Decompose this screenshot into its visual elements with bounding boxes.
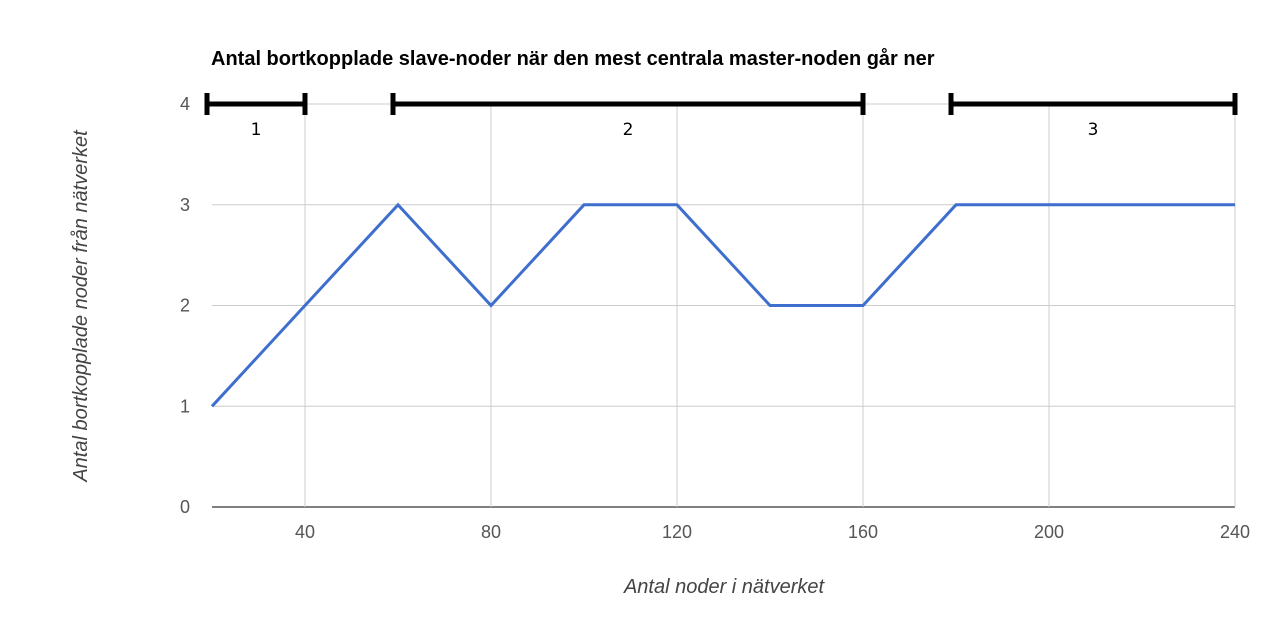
range-annotations: 1 2 3 bbox=[204, 93, 1238, 140]
x-tick-label: 120 bbox=[662, 522, 692, 542]
y-tick-label: 0 bbox=[180, 497, 190, 517]
grid-lines bbox=[212, 103, 1236, 508]
y-axis-title: Antal bortkopplade noder från nätverket bbox=[70, 129, 92, 483]
range-bracket: 2 bbox=[390, 93, 866, 140]
x-tick-label: 160 bbox=[848, 522, 878, 542]
y-tick-label: 2 bbox=[180, 296, 190, 316]
y-tick-label: 1 bbox=[180, 396, 190, 416]
y-tick-label: 4 bbox=[180, 94, 190, 114]
range-bracket: 1 bbox=[204, 93, 308, 140]
range-bracket: 3 bbox=[948, 93, 1238, 140]
x-tick-label: 40 bbox=[295, 522, 315, 542]
series-line bbox=[210, 202, 1235, 408]
x-tick-label: 200 bbox=[1034, 522, 1064, 542]
tick-labels: 0 1 2 3 4 40 80 120 160 200 240 bbox=[180, 94, 1250, 542]
x-axis-title: Antal noder i nätverket bbox=[623, 576, 826, 598]
range-bracket-label: 3 bbox=[1088, 120, 1099, 140]
series-layer bbox=[210, 202, 1236, 408]
x-tick-label: 240 bbox=[1220, 522, 1250, 542]
y-tick-label: 3 bbox=[180, 195, 190, 215]
range-bracket-label: 1 bbox=[251, 120, 262, 140]
x-tick-label: 80 bbox=[481, 522, 501, 542]
chart-title: Antal bortkopplade slave-noder när den m… bbox=[211, 47, 935, 70]
range-bracket-label: 2 bbox=[623, 120, 634, 140]
